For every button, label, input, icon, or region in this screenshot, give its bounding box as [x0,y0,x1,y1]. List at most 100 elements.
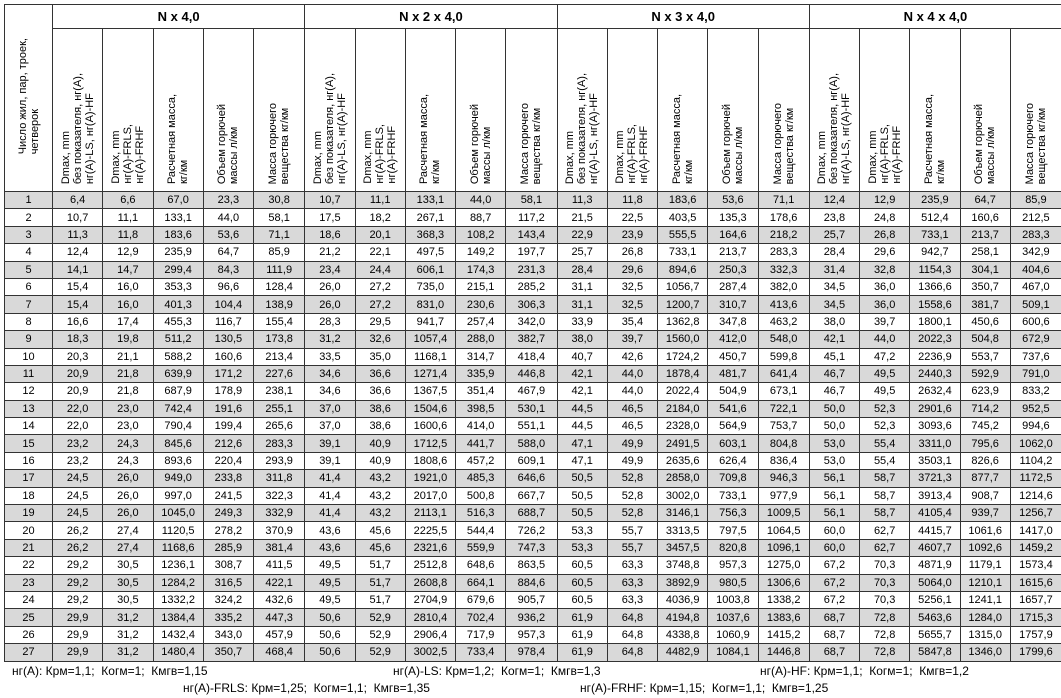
cell: 1415,2 [757,625,810,645]
cell: 52,8 [606,504,659,523]
column-header: Dmax, mm без показателя, нг(А), нг(А)-LS, … [51,28,104,192]
column-header: Dmax, mm без показателя, нг(А), нг(А)-LS, … [808,28,861,192]
cell: 16,0 [102,277,154,297]
header-line: Расчетная масса, [670,93,683,184]
column-header-text: Масса горючего вещества кг/км [772,99,796,188]
cell: 949,0 [152,469,204,488]
cell: 233,8 [202,469,255,488]
data-row: 4 12,4 12,9 235,9 64,7 85,9 21,2 22,1 497,5 149,2… [4,243,1061,262]
cell: 2901,6 [909,399,961,419]
cell: 306,3 [505,295,558,314]
cell: 44,0 [455,190,507,210]
cell: 58,7 [859,504,911,523]
cell: 3093,6 [909,417,961,436]
cell: 38,6 [354,399,406,419]
column-header: Масса горючего вещества кг/км [252,28,306,192]
cell: 977,9 [757,486,810,506]
cell: 183,6 [657,190,709,210]
cell: 1346,0 [959,643,1011,662]
cell: 67,0 [152,190,204,210]
cell: 41,4 [304,469,356,488]
cell: 133,1 [404,190,457,210]
cell: 85,9 [1009,190,1061,210]
cell: 5655,7 [909,625,961,645]
cell: 820,8 [707,538,759,558]
cell: 641,4 [757,364,810,384]
cell: 467,9 [505,382,558,401]
cell: 71,1 [252,225,306,245]
cell: 997,0 [152,486,204,506]
header-line: вещества кг/км [279,107,292,184]
data-row: 8 16,6 17,4 455,3 116,7 155,4 28,3 29,5 941,7 257… [4,312,1061,332]
cell: 1003,8 [707,590,759,610]
cell: 3457,5 [657,538,709,558]
cell: 43,2 [354,469,406,488]
cell: 1366,6 [909,277,961,297]
cell: 1332,2 [152,590,204,610]
cell: 667,7 [505,486,558,506]
column-header: Объем горючей массы л/км [455,28,507,192]
header-line: Масса горючего [519,102,532,184]
cell: 831,0 [404,295,457,314]
header-line: без показателя, нг(А), [71,72,84,184]
header-line: нг(А)-FRLS, [374,124,387,184]
cell: 1432,4 [152,625,204,645]
header-line: Масса горючего [1023,102,1036,184]
cell: 1168,1 [404,347,457,366]
cell: 16 [4,451,53,471]
cell: 12,4 [808,190,861,210]
cell: 55,4 [859,434,911,453]
cell: 1558,6 [909,295,961,314]
cell: 24,3 [102,451,154,471]
cell: 1061,6 [959,521,1011,540]
column-header-text: Объем горючей массы л/км [721,100,745,188]
cell: 47,2 [859,347,911,366]
header-row: Число жил, пар, троек, четверок N x 4,0 N x… [4,4,1061,192]
cell: 1057,4 [404,330,457,349]
cell: 31,2 [102,608,154,627]
cell: 29,6 [859,243,911,262]
cell: 35,0 [354,347,406,366]
cell: 61,9 [556,643,608,662]
cell: 1657,7 [1009,590,1061,610]
header-line: Расчетная масса, [922,93,935,184]
cell: 15,4 [51,295,104,314]
cell: 9 [4,330,53,349]
cell: 26,0 [102,469,154,488]
cell: 1168,6 [152,538,204,558]
cell: 52,9 [354,625,406,645]
cell: 174,3 [455,260,507,279]
data-row: 27 29,9 31,2 1480,4 350,7 468,4 50,6 52,9 3002,5… [4,643,1061,662]
column-header: Dmax, mm нг(А)-FRLS, нг(А)-FRHF [859,28,911,192]
cell: 936,2 [505,608,558,627]
cell: 38,0 [808,312,861,332]
cell: 23 [4,573,53,592]
cell: 50,6 [304,643,356,662]
cell: 1573,4 [1009,556,1061,575]
cell: 39,1 [304,451,356,471]
cell: 283,3 [1009,225,1061,245]
cell: 117,2 [505,208,558,227]
cell: 2632,4 [909,382,961,401]
cell: 46,7 [808,364,861,384]
cell: 1056,7 [657,277,709,297]
cell: 403,5 [657,208,709,227]
cell: 22,0 [51,417,104,436]
cell: 1615,6 [1009,573,1061,592]
data-row: 3 11,3 11,8 183,6 53,6 71,1 18,6 20,1 368,3 108,2… [4,225,1061,245]
cell: 3503,1 [909,451,961,471]
cell: 1256,7 [1009,504,1061,523]
cell: 1338,2 [757,590,810,610]
cell: 17,4 [102,312,154,332]
cell: 626,4 [707,451,759,471]
cell: 31,4 [808,260,861,279]
cell: 664,1 [455,573,507,592]
cell: 45,6 [354,521,406,540]
cell: 1724,2 [657,347,709,366]
cell: 946,3 [757,469,810,488]
header-line: нг(А)-FRLS, [878,124,891,184]
cell: 592,9 [959,364,1011,384]
header-line: Масса горючего [267,102,280,184]
data-row: 16 23,2 24,3 893,6 220,4 293,9 39,1 40,9 1808,6 4… [4,451,1061,471]
header-line: нг(А)-FRHF [638,126,651,184]
